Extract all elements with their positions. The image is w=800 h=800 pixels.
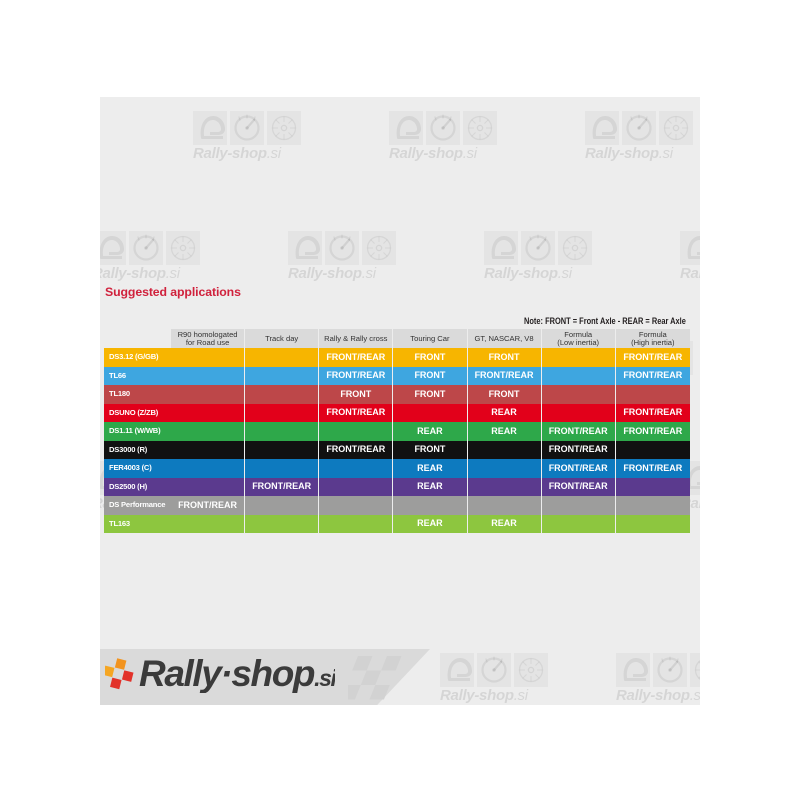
svg-text:Rally·shop.si: Rally·shop.si (139, 653, 335, 693)
